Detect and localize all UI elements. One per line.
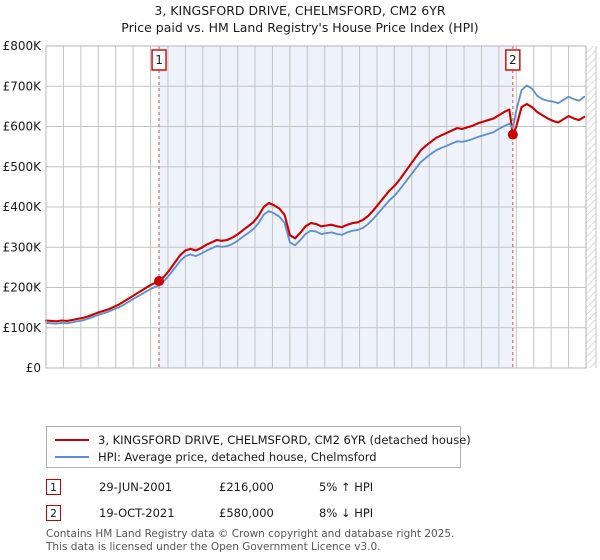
legend-item-hpi: HPI: Average price, detached house, Chel… <box>55 448 452 465</box>
sale-hpi-delta-2: 8% ↓ HPI <box>319 506 374 520</box>
table-row: 2 19-OCT-2021 £580,000 8% ↓ HPI <box>46 500 476 526</box>
sale-date-1: 29-JUN-2001 <box>99 480 173 494</box>
svg-text:£0: £0 <box>26 361 41 373</box>
price-history-line-chart: £0 £100K £200K £300K £400K £500K £600K £700K £80… <box>3 39 597 373</box>
sale-marker-box-1 <box>151 49 167 71</box>
legend-label-hpi: HPI: Average price, detached house, Chel… <box>98 449 377 464</box>
sale-marker-badge-1: 1 <box>46 479 61 495</box>
svg-text:£200K: £200K <box>3 281 43 295</box>
svg-text:£500K: £500K <box>3 160 43 174</box>
svg-text:£700K: £700K <box>3 79 43 93</box>
legend-swatch-property <box>55 438 89 441</box>
sale-price-2: £580,000 <box>219 506 274 520</box>
svg-text:2: 2 <box>509 53 517 67</box>
footer-line-2: This data is licensed under the Open Gov… <box>46 540 381 553</box>
svg-text:£800K: £800K <box>3 39 43 53</box>
sale-point-2 <box>507 129 518 140</box>
sale-marker-badge-2: 2 <box>46 505 61 521</box>
svg-text:£600K: £600K <box>3 120 43 134</box>
legend-label-property: 3, KINGSFORD DRIVE, CHELMSFORD, CM2 6YR … <box>98 432 471 447</box>
table-row: 1 29-JUN-2001 £216,000 5% ↑ HPI <box>46 474 476 500</box>
title-line-1: 3, KINGSFORD DRIVE, CHELMSFORD, CM2 6YR <box>154 3 446 18</box>
sale-date-2: 19-OCT-2021 <box>99 506 175 520</box>
attribution-footer: Contains HM Land Registry data © Crown c… <box>46 528 586 553</box>
page-title: 3, KINGSFORD DRIVE, CHELMSFORD, CM2 6YR … <box>0 2 600 36</box>
svg-text:£400K: £400K <box>3 200 43 214</box>
footer-line-1: Contains HM Land Registry data © Crown c… <box>46 528 455 540</box>
chart-legend: 3, KINGSFORD DRIVE, CHELMSFORD, CM2 6YR … <box>46 426 471 468</box>
sale-price-1: £216,000 <box>219 480 274 494</box>
legend-swatch-hpi <box>55 455 89 458</box>
sales-table: 1 29-JUN-2001 £216,000 5% ↑ HPI 2 19-OCT… <box>46 474 476 526</box>
sale-hpi-delta-1: 5% ↑ HPI <box>319 480 374 494</box>
sale-point-1 <box>154 276 165 287</box>
title-line-2: Price paid vs. HM Land Registry's House … <box>121 20 479 35</box>
svg-text:1: 1 <box>155 53 163 67</box>
series-line-property <box>44 102 586 323</box>
series-line-hpi <box>45 84 586 325</box>
chart-area: £0 £100K £200K £300K £400K £500K £600K £700K £80… <box>0 38 600 373</box>
svg-text:£300K: £300K <box>3 240 43 254</box>
sale-marker-box-2 <box>505 49 521 71</box>
legend-item-property: 3, KINGSFORD DRIVE, CHELMSFORD, CM2 6YR … <box>55 431 471 448</box>
svg-text:£100K: £100K <box>3 321 43 335</box>
